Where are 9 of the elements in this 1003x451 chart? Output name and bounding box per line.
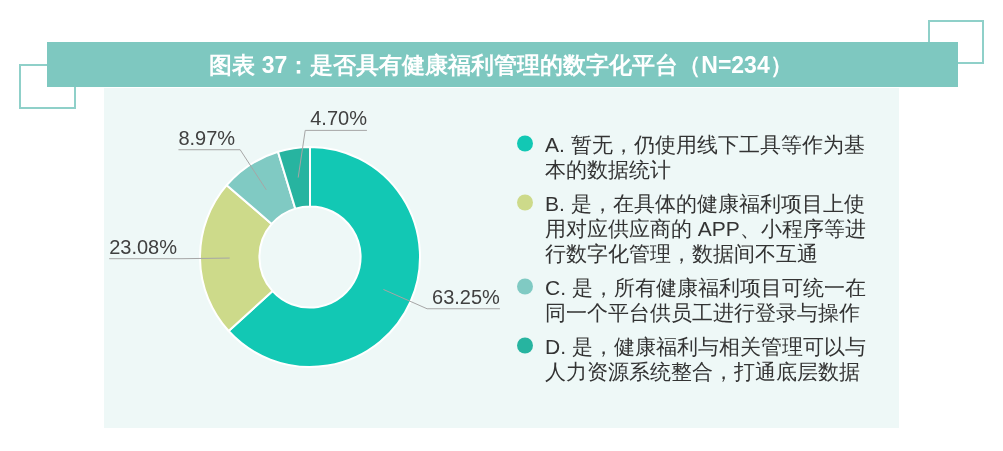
legend-label: C. 是，所有健康福利项目可统一在同一个平台供员工进行登录与操作 [545,275,866,323]
data-label: 23.08% [109,235,178,258]
legend-label: B. 是，在具体的健康福利项目上使用对应供应商的 APP、小程序等进行数字化管理，数据间不互通 [545,191,866,264]
data-label: 63.25% [432,285,501,308]
legend-label: D. 是，健康福利与相关管理可以与人力资源系统整合，打通底层数据 [545,334,866,382]
data-label: 8.97% [178,126,236,149]
legend-label: A. 暂无，仍使用线下工具等作为基本的数据统计 [545,132,865,180]
data-label: 4.70% [310,107,368,130]
chart-title: 图表 37：是否具有健康福利管理的数字化平台（N=234） [209,52,793,78]
